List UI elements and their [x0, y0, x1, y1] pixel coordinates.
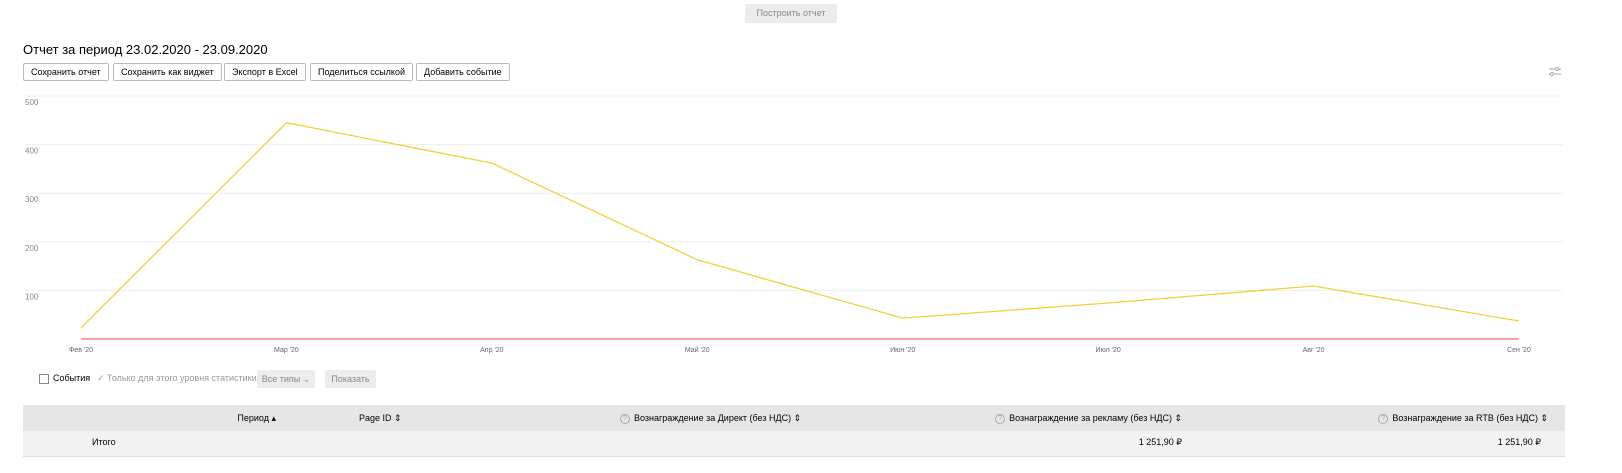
settings-icon[interactable]: [1548, 66, 1562, 78]
x-tick-label: Апр '20: [480, 347, 504, 354]
x-tick-label: Авг '20: [1303, 347, 1325, 354]
level-checkbox[interactable]: ✓ Только для этого уровня статистики: [97, 373, 257, 383]
column-title: Page ID: [359, 413, 392, 423]
column-title: Вознаграждение за RTB (без НДС): [1392, 413, 1538, 423]
y-tick-label: 100: [25, 292, 39, 301]
events-label: События: [53, 373, 91, 383]
y-tick-label: 400: [25, 147, 39, 156]
events-checkbox[interactable]: События: [39, 373, 90, 384]
column-title: Вознаграждение за рекламу (без НДС): [1009, 413, 1172, 423]
column-header[interactable]: ? Вознаграждение за рекламу (без НДС) ⇕: [995, 405, 1182, 431]
toolbar-button[interactable]: Сохранить отчет: [23, 63, 109, 81]
toolbar-button[interactable]: Поделиться ссылкой: [310, 63, 413, 81]
column-header[interactable]: ? Вознаграждение за Директ (без НДС) ⇕: [620, 405, 801, 431]
types-label: Все типы: [261, 374, 301, 384]
column-header[interactable]: Период ▴: [237, 413, 276, 423]
toolbar-button[interactable]: Сохранить как виджет: [113, 63, 222, 81]
data-line: [80, 122, 1520, 329]
level-label: Только для этого уровня статистики: [107, 373, 257, 383]
types-dropdown[interactable]: Все типы ⌄: [257, 370, 315, 388]
total-label: Итого: [92, 437, 116, 447]
x-tick-label: Сен '20: [1507, 347, 1531, 354]
x-tick-label: Май '20: [685, 346, 710, 354]
build-report-button[interactable]: Построить отчет: [745, 4, 837, 23]
table-total-row: [23, 431, 1565, 457]
column-title: Период: [237, 413, 269, 423]
x-tick-label: Фев '20: [69, 347, 93, 354]
table-header: [23, 405, 1565, 431]
y-tick-label: 500: [25, 98, 39, 107]
show-button[interactable]: Показать: [325, 370, 376, 388]
total-value: 1 251,90 ₽: [1138, 437, 1182, 447]
chart: 100 200 300 400 500 Фев '20 Мар '20 Апр '20 Май …: [25, 95, 1562, 354]
x-tick-label: Июн '20: [890, 347, 915, 354]
x-tick-label: Мар '20: [274, 347, 299, 354]
y-tick-label: 200: [25, 244, 39, 253]
total-value: 1 251,90 ₽: [1497, 437, 1541, 447]
toolbar-button[interactable]: Добавить событие: [416, 63, 510, 81]
column-header[interactable]: ? Вознаграждение за RTB (без НДС) ⇕: [1378, 405, 1548, 431]
column-title: Вознаграждение за Директ (без НДС): [634, 413, 792, 423]
report-title: Отчет за период 23.02.2020 - 23.09.2020: [23, 42, 268, 57]
toolbar-button[interactable]: Экспорт в Excel: [224, 63, 306, 81]
y-tick-label: 300: [25, 195, 39, 204]
column-header[interactable]: Page ID ⇕: [359, 413, 402, 423]
x-tick-label: Июл '20: [1096, 347, 1121, 354]
